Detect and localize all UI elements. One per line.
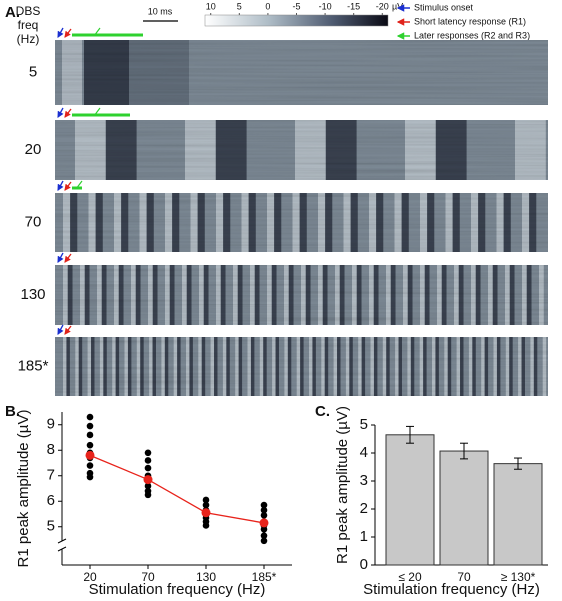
y-tick-label: 9 (47, 416, 55, 433)
data-point (86, 431, 94, 439)
data-point (144, 482, 152, 490)
stimulus-arrow (57, 107, 64, 118)
colorbar (204, 14, 389, 27)
bar (439, 450, 489, 566)
colorbar-tick-label: -15 (347, 1, 360, 11)
stimulus-arrow (57, 27, 64, 38)
legend-label: Short latency response (R1) (414, 16, 526, 26)
data-point (260, 526, 268, 533)
stimulus-arrow (57, 324, 64, 335)
colorbar-unit: µV (392, 1, 403, 11)
later-response-arrow (93, 27, 101, 37)
y-axis-label: R1 peak amplitude (µV) (334, 406, 351, 564)
y-axis-label: R1 peak amplitude (µV) (15, 410, 32, 568)
row-label: 20 (25, 141, 42, 158)
r1-arrow (64, 325, 72, 335)
data-point (86, 462, 94, 469)
y-tick-label: 5 (47, 518, 55, 535)
y-tick-label: 5 (360, 416, 368, 433)
stimulus-arrow (57, 180, 64, 191)
mean-point (259, 518, 269, 528)
data-point (260, 511, 268, 519)
data-point (260, 506, 268, 514)
row-label: 5 (29, 63, 37, 80)
row-label: 70 (25, 213, 42, 230)
x-tick-label: 70 (457, 570, 471, 584)
colorbar-tick-label: 0 (265, 1, 270, 11)
panel-label: C. (315, 403, 330, 420)
x-tick-label: ≥ 130* (501, 570, 536, 584)
panel-label: B. (5, 403, 20, 420)
r1-arrow (64, 181, 72, 191)
panel-label: A. (5, 4, 20, 21)
data-point (144, 464, 152, 472)
data-point (260, 537, 268, 545)
y-tick-label: 4 (360, 444, 368, 461)
x-axis-label: Stimulation frequency (Hz) (89, 581, 266, 598)
raster-noise (55, 265, 548, 325)
axis-break (57, 546, 67, 552)
raster-noise (55, 40, 548, 105)
x-tick-label: ≤ 20 (398, 570, 422, 584)
row-label: 130 (20, 286, 45, 303)
x-tick-label: 70 (141, 570, 155, 584)
legend-label: Stimulus onset (414, 2, 474, 12)
row-axis-label: freq (18, 18, 39, 32)
data-point (86, 473, 94, 481)
y-tick-label: 1 (360, 528, 368, 545)
raster-noise (55, 337, 548, 396)
colorbar-tick-label: -20 (376, 1, 389, 11)
data-point (86, 413, 94, 421)
r1-arrow (64, 108, 72, 118)
y-tick-label: 0 (360, 556, 368, 573)
axis-break (57, 538, 67, 544)
colorbar-tick-label: -10 (319, 1, 332, 11)
y-tick-label: 8 (47, 441, 55, 458)
data-point (144, 449, 152, 457)
later-response-arrow (93, 107, 101, 117)
colorbar-tick-label: 5 (237, 1, 242, 11)
later-response-arrow (75, 180, 83, 190)
y-tick-label: 7 (47, 467, 55, 484)
r1-arrow (64, 28, 72, 38)
y-tick-label: 2 (360, 500, 368, 517)
data-point (260, 501, 268, 509)
bar (493, 463, 543, 566)
mean-point (85, 450, 95, 460)
row-axis-label: DBS (16, 4, 41, 18)
data-point (202, 501, 210, 509)
colorbar-tick-label: 10 (206, 1, 216, 11)
scale-bar-label: 10 ms (148, 6, 173, 16)
bar (385, 434, 435, 566)
data-point (144, 491, 152, 499)
row-label: 185* (18, 357, 49, 374)
data-point (86, 441, 94, 449)
mean-line (89, 454, 265, 524)
raster-noise (55, 193, 548, 252)
x-axis-label: Stimulation frequency (Hz) (363, 581, 540, 598)
mean-point (201, 508, 211, 518)
data-point (86, 422, 94, 430)
stimulus-arrow (57, 252, 64, 263)
y-tick-label: 3 (360, 472, 368, 489)
data-point (202, 496, 210, 504)
y-tick-label: 6 (47, 492, 55, 509)
data-point (144, 457, 152, 464)
x-tick-label: 185* (252, 570, 277, 584)
legend-label: Later responses (R2 and R3) (414, 30, 530, 40)
raster-noise (55, 120, 548, 180)
colorbar-tick-label: -5 (292, 1, 300, 11)
r1-arrow (64, 253, 72, 263)
row-axis-label: (Hz) (17, 32, 40, 46)
x-tick-label: 130 (196, 570, 216, 584)
data-point (260, 532, 268, 539)
data-point (202, 522, 210, 529)
x-tick-label: 20 (83, 570, 97, 584)
mean-point (143, 475, 153, 485)
